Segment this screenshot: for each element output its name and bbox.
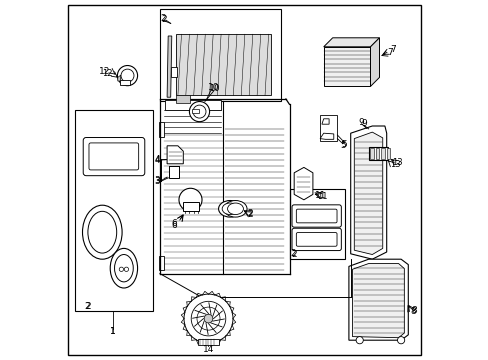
Bar — [183, 202, 199, 211]
Ellipse shape — [218, 201, 241, 217]
Text: 3: 3 — [154, 177, 160, 186]
Text: 2: 2 — [85, 302, 91, 311]
FancyBboxPatch shape — [291, 228, 341, 251]
Text: 2: 2 — [290, 249, 295, 258]
Polygon shape — [162, 101, 223, 274]
Text: 2: 2 — [161, 15, 166, 24]
Text: 14: 14 — [203, 346, 214, 354]
Ellipse shape — [82, 205, 122, 259]
FancyBboxPatch shape — [89, 143, 139, 170]
Text: 6: 6 — [171, 220, 177, 230]
Text: 10: 10 — [208, 84, 219, 93]
Polygon shape — [348, 259, 407, 340]
FancyBboxPatch shape — [296, 233, 336, 246]
Polygon shape — [352, 264, 404, 338]
Text: 8: 8 — [411, 306, 416, 315]
Text: 6: 6 — [171, 220, 177, 229]
Bar — [375, 148, 379, 159]
Circle shape — [197, 307, 220, 330]
Text: 12: 12 — [99, 67, 110, 76]
Polygon shape — [350, 126, 386, 259]
Bar — [370, 148, 373, 159]
Text: 1: 1 — [110, 328, 116, 336]
Text: 13: 13 — [391, 158, 402, 167]
Bar — [170, 67, 177, 77]
Bar — [192, 109, 199, 113]
Circle shape — [121, 69, 134, 82]
Polygon shape — [354, 132, 382, 255]
Text: 4: 4 — [154, 156, 160, 165]
Text: 11: 11 — [314, 191, 326, 199]
FancyBboxPatch shape — [291, 205, 341, 227]
Text: 9: 9 — [361, 119, 366, 128]
Polygon shape — [370, 38, 379, 86]
Circle shape — [119, 267, 123, 271]
Bar — [75, 110, 152, 311]
Bar — [386, 148, 389, 159]
Circle shape — [124, 267, 128, 271]
Bar — [176, 95, 190, 103]
Ellipse shape — [88, 211, 117, 253]
Circle shape — [193, 105, 205, 118]
Text: 2: 2 — [160, 14, 165, 23]
Ellipse shape — [224, 201, 246, 217]
FancyBboxPatch shape — [296, 209, 336, 223]
Bar — [160, 9, 280, 101]
Text: 5: 5 — [341, 140, 347, 149]
Text: 1: 1 — [110, 328, 116, 336]
Text: 2: 2 — [291, 250, 296, 259]
Bar — [289, 189, 345, 259]
Bar — [159, 256, 164, 270]
Text: 4: 4 — [154, 155, 160, 163]
Polygon shape — [323, 38, 379, 47]
Polygon shape — [321, 119, 328, 124]
Circle shape — [179, 188, 202, 211]
Circle shape — [204, 314, 212, 323]
Bar — [368, 147, 387, 160]
Polygon shape — [167, 146, 183, 164]
Text: 11: 11 — [316, 192, 326, 201]
Circle shape — [117, 66, 137, 86]
Ellipse shape — [110, 248, 137, 288]
Bar — [159, 122, 164, 137]
Text: 12: 12 — [102, 69, 112, 78]
Ellipse shape — [114, 255, 133, 282]
Polygon shape — [167, 36, 171, 97]
Text: 13: 13 — [389, 161, 400, 170]
Bar — [320, 115, 337, 141]
Bar — [198, 339, 218, 345]
Circle shape — [191, 301, 225, 336]
Bar — [165, 100, 221, 110]
Circle shape — [189, 102, 209, 122]
Bar — [120, 80, 130, 85]
Bar — [381, 148, 384, 159]
Text: 7: 7 — [386, 48, 392, 57]
Polygon shape — [118, 75, 121, 81]
Text: 2: 2 — [246, 210, 252, 219]
Text: 2: 2 — [246, 209, 252, 217]
Text: 2: 2 — [84, 302, 90, 311]
Polygon shape — [223, 115, 285, 274]
Text: 5: 5 — [339, 141, 345, 150]
Bar — [323, 47, 370, 86]
Text: 10: 10 — [208, 83, 219, 92]
Ellipse shape — [222, 203, 238, 215]
Polygon shape — [294, 167, 312, 200]
Circle shape — [355, 337, 363, 344]
Text: 7: 7 — [389, 45, 395, 54]
FancyBboxPatch shape — [83, 138, 144, 176]
Text: 9: 9 — [358, 118, 364, 127]
Polygon shape — [176, 34, 271, 95]
Text: 8: 8 — [409, 307, 415, 316]
Bar — [168, 166, 179, 178]
Circle shape — [183, 294, 232, 343]
Polygon shape — [320, 133, 333, 139]
Ellipse shape — [227, 203, 243, 215]
Text: 3: 3 — [154, 176, 160, 185]
Circle shape — [397, 337, 404, 344]
